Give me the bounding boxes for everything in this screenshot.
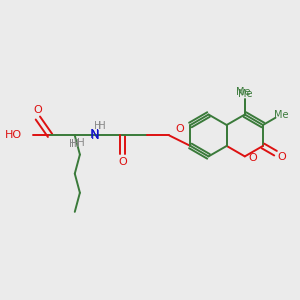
Text: N: N [90, 128, 99, 140]
Text: H: H [70, 139, 77, 149]
Text: Me: Me [236, 87, 250, 97]
Text: O: O [176, 124, 184, 134]
Text: O: O [118, 157, 127, 167]
Text: Me: Me [274, 110, 288, 119]
Text: H: H [98, 121, 106, 131]
Text: Me: Me [238, 88, 252, 99]
Text: O: O [278, 152, 286, 162]
Text: N: N [91, 129, 100, 142]
Text: O: O [249, 153, 257, 163]
Text: H: H [77, 138, 85, 148]
Text: O: O [34, 105, 42, 115]
Text: H: H [94, 121, 102, 131]
Text: H: H [71, 139, 79, 149]
Text: HO: HO [5, 130, 22, 140]
